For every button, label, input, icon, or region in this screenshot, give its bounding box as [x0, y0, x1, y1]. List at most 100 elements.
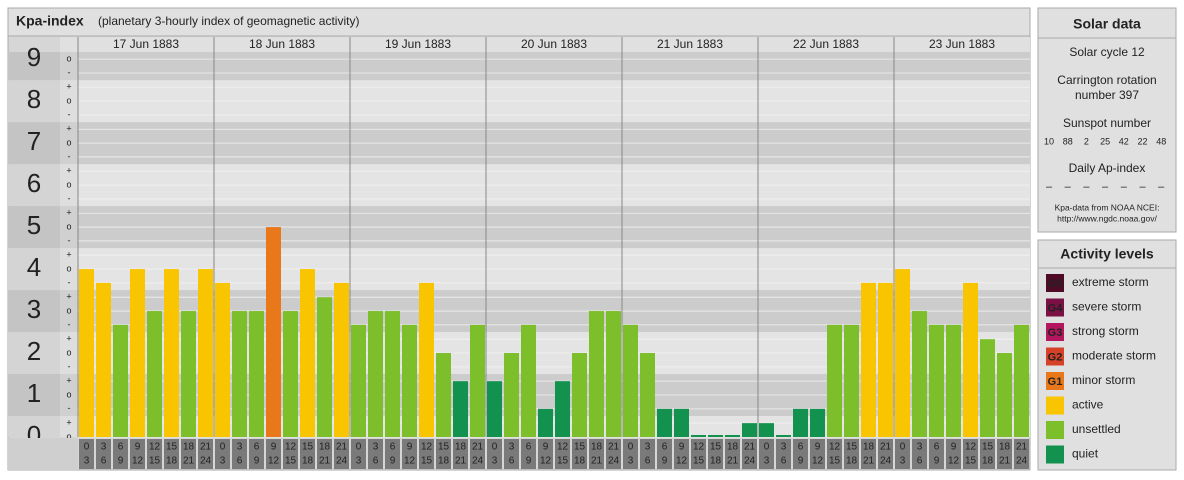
- hour-box: [317, 439, 332, 469]
- sunspot-number: 22: [1137, 136, 1147, 146]
- hour-box: [895, 439, 910, 469]
- hour-to: 6: [781, 456, 787, 467]
- hour-from: 21: [200, 442, 212, 453]
- day-label: 21 Jun 1883: [657, 37, 723, 51]
- hour-to: 21: [863, 456, 875, 467]
- bar: [1014, 324, 1029, 437]
- band: [60, 80, 78, 123]
- y-minor-label: -: [68, 403, 71, 413]
- bar: [300, 269, 315, 437]
- hour-box: [589, 439, 604, 469]
- hour-box: [504, 439, 519, 469]
- bar: [606, 311, 621, 437]
- bar: [215, 282, 230, 437]
- hour-box: [385, 439, 400, 469]
- y-minor-label: -: [68, 151, 71, 161]
- hour-from: 18: [727, 442, 739, 453]
- hour-from: 12: [557, 442, 569, 453]
- hour-from: 18: [863, 442, 875, 453]
- hour-box: [487, 439, 502, 469]
- hour-to: 6: [645, 456, 651, 467]
- hour-to: 3: [900, 456, 906, 467]
- band: [60, 290, 78, 333]
- hour-to: 18: [166, 456, 178, 467]
- hour-box: [79, 439, 94, 469]
- hour-from: 18: [591, 442, 603, 453]
- sunspot-number: 10: [1044, 136, 1054, 146]
- day-label: 19 Jun 1883: [385, 37, 451, 51]
- hour-box: [198, 439, 213, 469]
- hour-to: 21: [183, 456, 195, 467]
- legend-swatch: [1046, 323, 1064, 341]
- hour-box: [453, 439, 468, 469]
- bar: [317, 297, 332, 437]
- y-minor-label: o: [66, 179, 71, 189]
- hour-to: 9: [118, 456, 124, 467]
- hour-to: 21: [727, 456, 739, 467]
- y-minor-label: o: [66, 95, 71, 105]
- hour-box: [368, 439, 383, 469]
- band: [8, 248, 60, 291]
- bar: [793, 408, 808, 437]
- hour-from: 9: [135, 442, 141, 453]
- day-label: 17 Jun 1883: [113, 37, 179, 51]
- hour-box: [929, 439, 944, 469]
- hour-to: 15: [829, 456, 841, 467]
- y-minor-label: -: [68, 67, 71, 77]
- legend-label: extreme storm: [1072, 275, 1149, 289]
- hour-box: [232, 439, 247, 469]
- hour-from: 6: [934, 442, 940, 453]
- band: [78, 52, 1030, 81]
- band: [8, 164, 60, 207]
- hour-box: [164, 439, 179, 469]
- hour-to: 18: [846, 456, 858, 467]
- hour-box: [827, 439, 842, 469]
- hour-from: 0: [492, 442, 498, 453]
- hour-box: [521, 439, 536, 469]
- bar: [776, 435, 791, 437]
- chart-title: Kpa-index: [16, 13, 84, 29]
- hour-to: 24: [744, 456, 756, 467]
- hour-to: 9: [390, 456, 396, 467]
- hour-box: [334, 439, 349, 469]
- hour-to: 3: [492, 456, 498, 467]
- hour-to: 6: [373, 456, 379, 467]
- hour-from: 18: [455, 442, 467, 453]
- hour-from: 9: [407, 442, 413, 453]
- sunspot-number: 2: [1084, 136, 1089, 146]
- hour-to: 21: [455, 456, 467, 467]
- hour-from: 15: [438, 442, 450, 453]
- bar: [266, 227, 281, 437]
- bar: [861, 282, 876, 437]
- y-tick-label: 3: [27, 294, 41, 324]
- y-tick-label: 9: [27, 42, 41, 72]
- hour-from: 15: [302, 442, 314, 453]
- hour-box: [623, 439, 638, 469]
- y-minor-label: +: [66, 166, 71, 176]
- bar: [130, 269, 145, 437]
- hour-from: 6: [118, 442, 124, 453]
- hour-box: [147, 439, 162, 469]
- band: [60, 416, 78, 437]
- y-minor-label: +: [66, 208, 71, 218]
- hour-box: [776, 439, 791, 469]
- sunspot-label: Sunspot number: [1063, 116, 1151, 130]
- hour-from: 9: [951, 442, 957, 453]
- y-minor-label: o: [66, 221, 71, 231]
- hour-to: 3: [84, 456, 90, 467]
- hour-box: [215, 439, 230, 469]
- hour-from: 21: [744, 442, 756, 453]
- bar: [657, 408, 672, 437]
- bar: [640, 353, 655, 437]
- hour-to: 15: [285, 456, 297, 467]
- day-label: 18 Jun 1883: [249, 37, 315, 51]
- hour-from: 18: [183, 442, 195, 453]
- bar: [895, 269, 910, 437]
- hours-corner: [8, 438, 78, 470]
- band: [60, 248, 78, 291]
- bar: [232, 311, 247, 437]
- hour-box: [844, 439, 859, 469]
- hour-to: 24: [336, 456, 348, 467]
- hour-to: 12: [268, 456, 280, 467]
